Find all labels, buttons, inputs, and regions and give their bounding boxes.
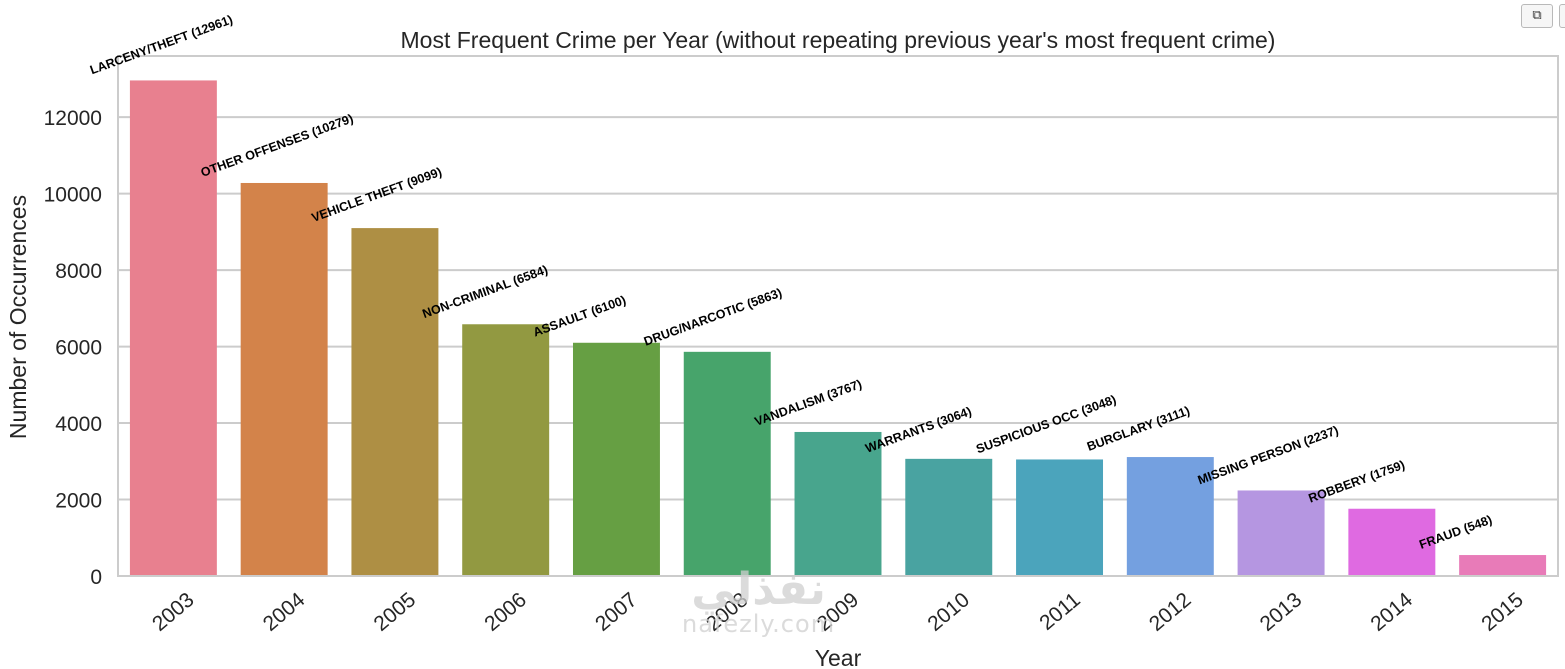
bar-2009 — [794, 431, 882, 576]
bar-2013 — [1237, 490, 1325, 576]
x-tick-label: 2012 — [1145, 588, 1196, 636]
bar-2012 — [1126, 457, 1214, 576]
y-tick-label: 10000 — [44, 184, 102, 207]
x-tick-label: 2007 — [591, 588, 642, 636]
bar-2003 — [129, 80, 217, 577]
x-tick-label: 2006 — [480, 588, 531, 636]
x-tick-label: 2003 — [148, 588, 199, 636]
y-tick-label: 6000 — [55, 337, 102, 360]
bar-2004 — [240, 182, 328, 576]
bar-2006 — [462, 324, 550, 576]
bar-2015 — [1459, 555, 1547, 576]
x-tick-label: 2015 — [1477, 588, 1528, 636]
bar-2007 — [572, 342, 660, 576]
bar-label: OTHER OFFENSES (10279) — [199, 112, 355, 180]
y-tick-label: 8000 — [55, 260, 102, 283]
y-axis-label: Number of Occurrences — [5, 195, 31, 439]
y-tick-label: 0 — [90, 566, 102, 589]
x-tick-label: 2010 — [923, 588, 974, 636]
bar-label: MISSING PERSON (2237) — [1196, 423, 1340, 487]
x-tick-label: 2014 — [1366, 588, 1417, 636]
x-axis-label: Year — [815, 645, 862, 669]
x-tick-labels: 2003 2004 2005 2006 2007 2008 2009 2010 2011 2012… — [148, 588, 1528, 636]
bar-label: DRUG/NARCOTIC (5863) — [642, 286, 784, 349]
collapse-button[interactable] — [1559, 4, 1565, 28]
y-tick-label: 2000 — [55, 490, 102, 513]
y-tick-labels: 0 2000 4000 6000 8000 10000 12000 — [44, 107, 102, 589]
x-tick-label: 2013 — [1256, 588, 1307, 636]
x-tick-label: 2005 — [370, 588, 421, 636]
x-tick-label: 2009 — [813, 588, 864, 636]
y-tick-label: 12000 — [44, 107, 102, 130]
bar-2014 — [1348, 508, 1436, 576]
bars — [129, 80, 1547, 577]
x-tick-label: 2008 — [702, 588, 753, 636]
bar-label: WARRANTS (3064) — [864, 404, 974, 455]
x-tick-label: 2004 — [259, 588, 310, 636]
bar-label: VEHICLE THEFT (9099) — [310, 165, 444, 225]
bar-label: ASSAULT (6100) — [531, 293, 628, 340]
chart-title: Most Frequent Crime per Year (without re… — [401, 27, 1276, 53]
bar-2005 — [351, 228, 439, 577]
x-tick-label: 2011 — [1035, 588, 1084, 635]
bar-2010 — [905, 458, 993, 576]
bar-label: ROBBERY (1759) — [1307, 458, 1407, 506]
bar-2011 — [1016, 459, 1104, 576]
copy-icon: ⧉ — [1532, 8, 1542, 23]
bar-label: NON-CRIMINAL (6584) — [420, 263, 549, 321]
bar-label: LARCENY/THEFT (12961) — [88, 13, 234, 78]
y-tick-label: 4000 — [55, 413, 102, 436]
copy-button[interactable]: ⧉ — [1521, 4, 1553, 28]
bar-2008 — [683, 351, 771, 576]
plot-frame — [117, 55, 1559, 577]
